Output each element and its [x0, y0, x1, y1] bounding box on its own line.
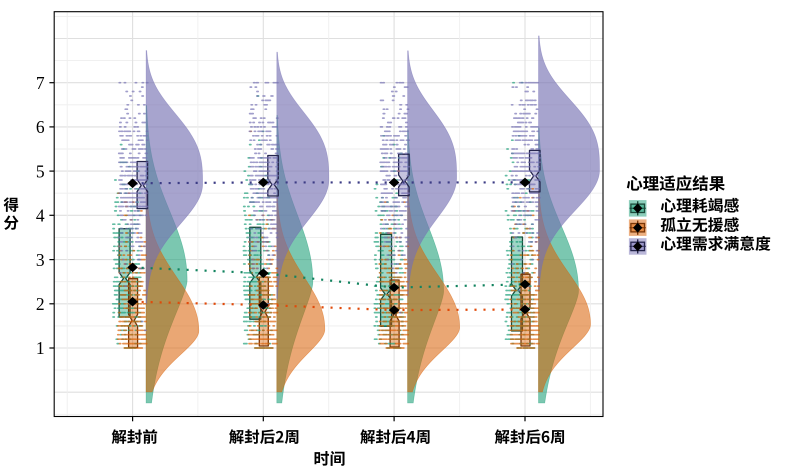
svg-text:7: 7: [36, 73, 45, 93]
svg-text:6: 6: [36, 117, 45, 137]
svg-text:5: 5: [36, 161, 45, 181]
svg-text:2: 2: [36, 294, 45, 314]
svg-text:4: 4: [36, 206, 45, 226]
svg-text:1: 1: [36, 338, 45, 358]
svg-text:3: 3: [36, 250, 45, 270]
